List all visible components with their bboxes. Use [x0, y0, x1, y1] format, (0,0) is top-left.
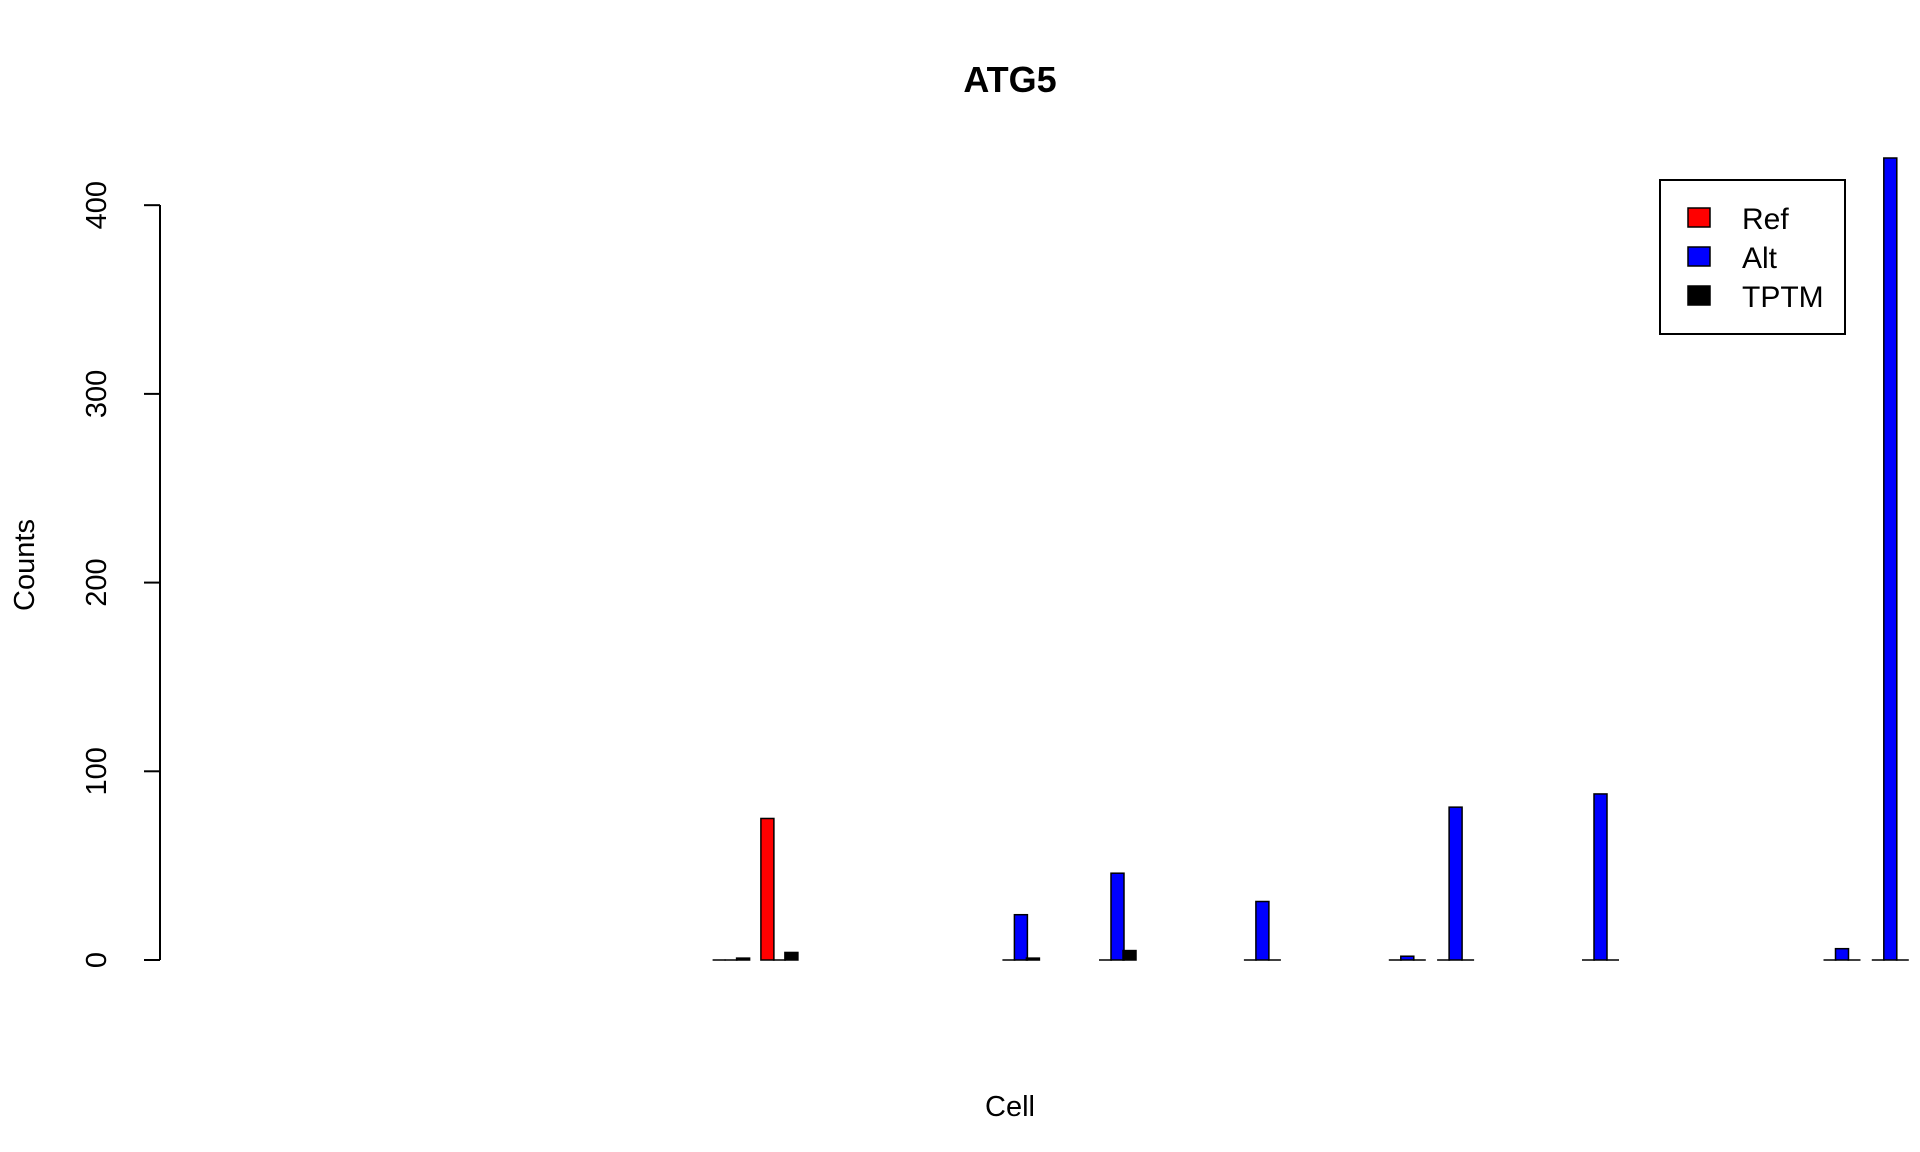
bar-tptm-15: [1122, 949, 1137, 961]
bar-area: [712, 157, 1909, 961]
legend-swatch-tptm: [1687, 285, 1711, 306]
bar-alt-13: [1013, 913, 1029, 961]
bar-alt-30: [1834, 947, 1850, 961]
bar-alt-31: [1883, 157, 1898, 961]
legend-swatch-ref: [1687, 207, 1711, 228]
y-axis: 0 100 200 300 400: [81, 181, 161, 968]
legend-label-ref: Ref: [1742, 203, 1789, 236]
legend-label-alt: Alt: [1742, 242, 1778, 275]
bar-tptm-7: [735, 957, 751, 961]
y-tick-label: 300: [81, 370, 113, 418]
legend-label-tptm: TPTM: [1742, 281, 1824, 314]
y-tick-label: 200: [81, 558, 113, 606]
legend-swatch-alt: [1687, 246, 1711, 267]
chart-title: ATG5: [963, 59, 1056, 100]
x-axis-label: Cell: [985, 1091, 1035, 1123]
y-tick-label: 400: [81, 181, 113, 229]
bar-ref-8: [760, 817, 775, 961]
y-tick-label: 100: [81, 747, 113, 795]
bar-alt-25: [1593, 793, 1608, 961]
y-axis-label: Counts: [9, 519, 41, 611]
bar-tptm-13: [1025, 957, 1041, 961]
y-tick-label: 0: [81, 952, 113, 968]
bar-alt-21: [1400, 955, 1415, 961]
bar-tptm-8: [784, 951, 799, 961]
bar-alt-22: [1448, 806, 1463, 961]
bar-alt-18: [1255, 900, 1270, 961]
legend: Ref Alt TPTM: [1659, 179, 1846, 335]
bar-alt-15: [1110, 872, 1125, 961]
